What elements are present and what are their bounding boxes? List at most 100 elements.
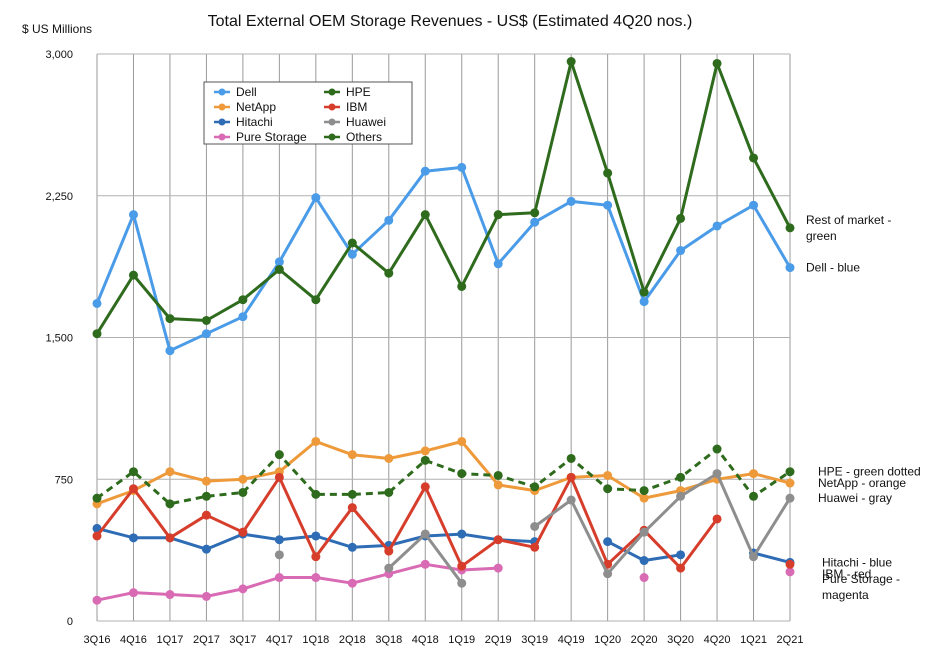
data-point-hitachi bbox=[311, 531, 321, 541]
data-point-netapp bbox=[749, 469, 759, 479]
x-tick-labels: 3Q16 4Q16 1Q17 2Q17 3Q17 4Q17 1Q18 2Q18 3Q18 4Q18… bbox=[84, 634, 804, 646]
data-point-hitachi bbox=[128, 533, 138, 543]
data-point-pure-storage bbox=[165, 590, 175, 600]
legend-item: Dell bbox=[214, 85, 257, 99]
data-point-hitachi bbox=[201, 544, 211, 554]
data-point-others bbox=[530, 208, 540, 218]
data-point-netapp bbox=[785, 478, 795, 488]
legend-swatch-marker bbox=[218, 103, 226, 111]
data-point-dell bbox=[384, 215, 394, 225]
data-point-ibm bbox=[128, 484, 138, 494]
data-point-netapp bbox=[238, 474, 248, 484]
x-tick-label: 1Q17 bbox=[156, 634, 183, 646]
series-line-hpe bbox=[96, 447, 791, 506]
annotation-label: IBM - red bbox=[822, 567, 871, 581]
legend-swatch-marker bbox=[218, 88, 226, 96]
annotation-label: Huawei - gray bbox=[818, 491, 892, 505]
data-point-hpe bbox=[420, 455, 430, 465]
data-point-pure-storage bbox=[92, 595, 102, 605]
x-tick-label: 2Q20 bbox=[631, 634, 658, 646]
x-tick-label: 2Q19 bbox=[485, 634, 512, 646]
data-point-ibm bbox=[274, 472, 284, 482]
annotations: Rest of market - green Dell - blue HPE - gr… bbox=[806, 213, 921, 602]
annotation-label: HPE - green dotted bbox=[818, 465, 921, 479]
legend-label: NetApp bbox=[236, 100, 276, 114]
data-point-dell bbox=[603, 200, 613, 210]
x-tick-label: 2Q18 bbox=[339, 634, 366, 646]
data-point-huawei bbox=[785, 493, 795, 503]
x-tick-label: 3Q19 bbox=[521, 634, 548, 646]
legend-swatch-marker bbox=[328, 88, 336, 96]
data-point-pure-storage bbox=[493, 563, 503, 573]
series-hpe bbox=[92, 444, 795, 509]
annotation-label: Hitachi - blue bbox=[822, 555, 892, 569]
legend-item: HPE bbox=[324, 85, 371, 99]
series-pure-storage bbox=[92, 559, 795, 605]
data-point-dell bbox=[566, 196, 576, 206]
data-point-hitachi bbox=[676, 550, 686, 560]
series-others bbox=[92, 57, 795, 339]
data-point-dell bbox=[238, 312, 248, 322]
legend-item: Others bbox=[324, 130, 382, 144]
data-point-hpe bbox=[530, 482, 540, 492]
x-tick-label: 1Q19 bbox=[448, 634, 475, 646]
data-point-netapp bbox=[165, 467, 175, 477]
data-point-others bbox=[384, 268, 394, 278]
series-line-huawei bbox=[387, 472, 792, 585]
data-point-hpe bbox=[201, 491, 211, 501]
data-point-hpe bbox=[238, 487, 248, 497]
legend-label: Pure Storage bbox=[236, 130, 307, 144]
data-point-hpe bbox=[493, 470, 503, 480]
data-point-others bbox=[676, 213, 686, 223]
x-tick-label: 3Q20 bbox=[667, 634, 694, 646]
legend-label: IBM bbox=[346, 100, 367, 114]
data-point-ibm bbox=[420, 482, 430, 492]
data-point-hpe bbox=[274, 450, 284, 460]
data-point-dell bbox=[347, 249, 357, 259]
data-point-huawei bbox=[457, 578, 467, 588]
x-tick-label: 4Q16 bbox=[120, 634, 147, 646]
data-point-others bbox=[311, 295, 321, 305]
legend-swatch-marker bbox=[218, 133, 226, 141]
annotation-label: green bbox=[806, 229, 837, 243]
data-point-ibm bbox=[493, 535, 503, 545]
y-tick-labels: 0 750 1,500 2,250 3,000 bbox=[45, 49, 73, 628]
data-point-dell bbox=[785, 263, 795, 273]
data-point-pure-storage bbox=[347, 578, 357, 588]
data-point-huawei bbox=[420, 529, 430, 539]
grid bbox=[96, 53, 791, 622]
data-point-huawei bbox=[566, 495, 576, 505]
data-point-others bbox=[128, 270, 138, 280]
data-point-others bbox=[566, 57, 576, 67]
legend-item: IBM bbox=[324, 100, 367, 114]
data-point-huawei bbox=[712, 469, 722, 479]
data-point-hpe bbox=[165, 499, 175, 509]
data-point-pure-storage bbox=[274, 573, 284, 583]
series-huawei bbox=[274, 469, 795, 588]
data-point-others bbox=[201, 315, 211, 325]
data-point-hpe bbox=[311, 489, 321, 499]
data-point-ibm bbox=[347, 503, 357, 513]
data-point-huawei bbox=[749, 552, 759, 562]
data-point-ibm bbox=[201, 510, 211, 520]
data-point-hitachi bbox=[92, 523, 102, 533]
data-point-others bbox=[238, 295, 248, 305]
data-point-dell bbox=[128, 210, 138, 220]
data-point-dell bbox=[274, 257, 284, 267]
data-point-dell bbox=[201, 329, 211, 339]
data-point-dell bbox=[420, 166, 430, 176]
data-point-hitachi bbox=[603, 537, 613, 547]
legend-label: Hitachi bbox=[236, 115, 273, 129]
x-tick-label: 3Q17 bbox=[229, 634, 256, 646]
data-point-hpe bbox=[92, 493, 102, 503]
data-point-netapp bbox=[420, 446, 430, 456]
data-point-huawei bbox=[639, 527, 649, 537]
data-point-others bbox=[493, 210, 503, 220]
data-point-ibm bbox=[676, 563, 686, 573]
data-point-others bbox=[749, 153, 759, 163]
data-point-ibm bbox=[457, 561, 467, 571]
data-point-netapp bbox=[493, 480, 503, 490]
data-point-huawei bbox=[603, 569, 613, 579]
data-point-netapp bbox=[603, 470, 613, 480]
series-line-dell bbox=[95, 165, 792, 353]
